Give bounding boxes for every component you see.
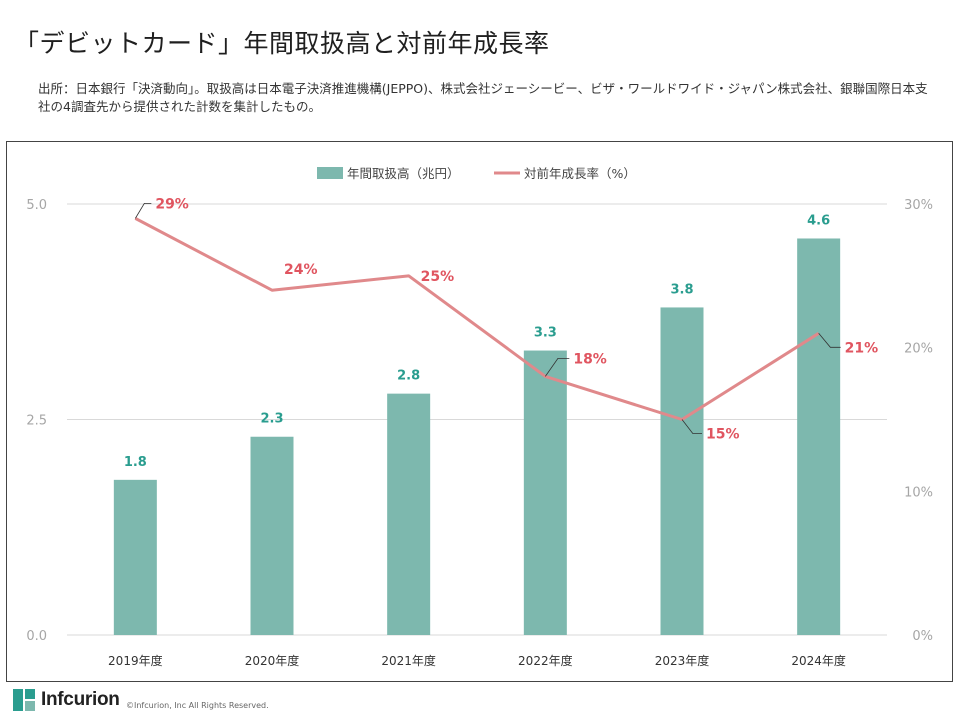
leader-line: [545, 357, 570, 377]
bar: [660, 307, 704, 635]
infcurion-logo-icon: [13, 689, 35, 711]
y-right-tick-label: 30%: [904, 198, 933, 213]
line-series: [134, 217, 820, 421]
y-left-tick-label: 5.0: [26, 198, 47, 213]
bar-data-label: 2.8: [397, 369, 420, 384]
y-left-tick-label: 2.5: [26, 414, 47, 429]
x-tick-label: 2024年度: [791, 653, 846, 668]
logo-text: Infcurion: [41, 689, 120, 710]
bar-data-label: 2.3: [260, 412, 283, 427]
legend-bar-label: 年間取扱高（兆円）: [347, 166, 460, 181]
line-data-label: 24%: [284, 262, 318, 278]
line-data-label: 29%: [155, 196, 189, 212]
bar: [250, 436, 294, 635]
copyright: ©Infcurion, Inc All Rights Reserved.: [126, 701, 269, 710]
x-tick-label: 2020年度: [245, 653, 300, 668]
leader-line: [681, 419, 702, 434]
line-data-label: 21%: [845, 340, 879, 356]
footer-logo: Infcurion: [12, 688, 120, 712]
legend-bar-swatch: [317, 167, 343, 179]
bar-data-label: 3.3: [534, 326, 557, 341]
chart: 0.0 2.5 5.0 0% 10% 20% 30% 1.8 2.3 2.8 3.3 3.8 4.6 29…: [26, 166, 933, 668]
y-left-tick-label: 0.0: [26, 629, 47, 644]
leader-line: [134, 202, 152, 219]
bar: [387, 393, 431, 635]
y-right-tick-label: 10%: [904, 485, 933, 500]
y-right-tick-label: 0%: [912, 629, 933, 644]
page-title: 「デビットカード」年間取扱高と対前年成長率: [14, 29, 550, 58]
legend-line-label: 対前年成長率（%）: [524, 166, 636, 181]
x-tick-label: 2022年度: [518, 653, 573, 668]
y-right-tick-label: 20%: [904, 342, 933, 357]
bar: [797, 238, 841, 635]
bar-data-label: 1.8: [124, 455, 147, 470]
x-tick-label: 2019年度: [108, 653, 163, 668]
bar: [113, 479, 157, 635]
line-data-label: 18%: [573, 351, 607, 367]
source-note: 出所：日本銀行「決済動向」。取扱高は日本電子決済推進機構(JEPPO)、株式会社…: [38, 81, 928, 114]
bar-data-label: 4.6: [807, 213, 830, 228]
x-tick-label: 2021年度: [381, 653, 436, 668]
bar-data-label: 3.8: [670, 282, 693, 297]
line-data-label: 15%: [706, 427, 740, 443]
leader-line: [818, 333, 841, 348]
bar: [523, 350, 567, 635]
chart-frame: 0.0 2.5 5.0 0% 10% 20% 30% 1.8 2.3 2.8 3.3 3.8 4.6 29…: [6, 141, 953, 682]
line-data-label: 25%: [421, 269, 455, 285]
x-tick-label: 2023年度: [655, 653, 710, 668]
